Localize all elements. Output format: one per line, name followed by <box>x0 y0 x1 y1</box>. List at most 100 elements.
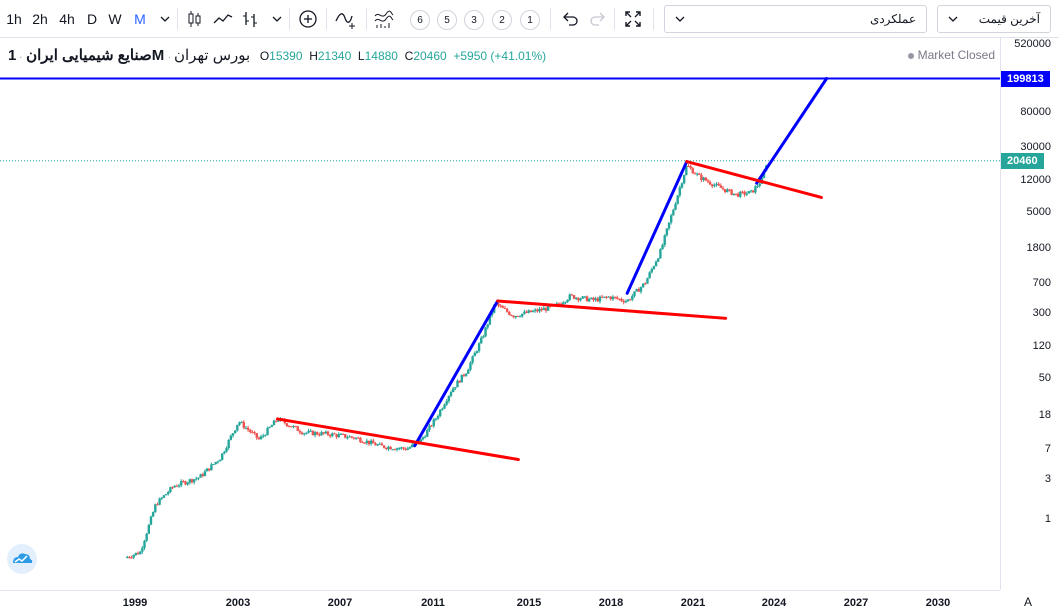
candle-down <box>592 297 595 301</box>
candle-up <box>421 437 425 440</box>
candle-up <box>151 512 155 517</box>
candle-up <box>238 422 241 425</box>
candle-up <box>566 299 569 302</box>
candle-down <box>315 432 319 435</box>
candle-up <box>650 269 653 273</box>
candle-down <box>184 481 187 485</box>
close-value: 20460 <box>413 49 447 63</box>
interval-d[interactable]: D <box>86 11 98 27</box>
candle-down <box>698 173 701 175</box>
price-chart[interactable] <box>0 38 1000 590</box>
candle-up <box>749 190 753 192</box>
interval-4h[interactable]: 4h <box>59 11 75 27</box>
auto-scale-icon[interactable]: A <box>1020 592 1038 610</box>
fullscreen-icon[interactable] <box>622 8 644 30</box>
chevron-down-icon[interactable] <box>154 8 176 30</box>
candle-up <box>674 203 677 210</box>
interval-m[interactable]: M <box>134 11 146 27</box>
candle-up <box>348 436 351 438</box>
interval-w[interactable]: W <box>108 11 122 27</box>
candle-up <box>473 352 476 357</box>
price-type-select[interactable]: آخرین قیمت <box>937 5 1051 33</box>
candle-down <box>613 296 617 298</box>
candle-up <box>669 215 673 223</box>
ohlc-values: O15390 H21340 L14880 C20460 +5950 (+41.0… <box>260 49 546 63</box>
candle-up <box>398 448 401 450</box>
candle-up <box>365 440 369 444</box>
candle-up <box>471 356 474 363</box>
undo-icon[interactable] <box>559 8 581 30</box>
candle-down <box>296 426 299 431</box>
chevron-down-icon <box>948 16 958 22</box>
candle-down <box>249 429 252 433</box>
chevron-down-icon[interactable] <box>266 8 288 30</box>
add-indicator-icon[interactable] <box>297 8 319 30</box>
redo-icon[interactable] <box>587 8 609 30</box>
candle-down <box>251 432 254 434</box>
compare-icon[interactable] <box>335 8 357 30</box>
candle-up <box>521 313 524 317</box>
bubble-2[interactable]: 2 <box>492 10 512 30</box>
candle-up <box>439 409 442 416</box>
candle-up <box>654 261 658 267</box>
price-axis-label: 5000 <box>1026 205 1051 218</box>
symbol-name[interactable]: صنایع شیمیایی ایران <box>26 47 152 64</box>
candle-up <box>581 296 584 299</box>
bars-icon[interactable] <box>240 8 262 30</box>
trendline-price-tag: 199813 <box>1001 70 1050 87</box>
candle-down <box>372 440 375 444</box>
candle-down <box>728 189 731 191</box>
candle-down <box>385 447 388 450</box>
candle-up <box>205 468 209 472</box>
candle-down <box>294 426 297 428</box>
candle-down <box>352 437 356 439</box>
candle-up <box>542 308 546 311</box>
bubble-3[interactable]: 3 <box>464 10 484 30</box>
price-axis-label: 120 <box>1032 340 1051 353</box>
candle-up <box>177 485 181 487</box>
candle-up <box>419 439 422 444</box>
candle-up <box>337 434 340 438</box>
bubble-6[interactable]: 6 <box>410 10 430 30</box>
candle-down <box>300 432 304 435</box>
candle-up <box>546 305 550 311</box>
candle-down <box>628 299 632 301</box>
candles-icon[interactable] <box>183 8 205 30</box>
blue-trendline <box>413 299 500 448</box>
price-axis[interactable]: 520000 199813 80000 3000020460 12000 5000 1800… <box>1000 38 1059 590</box>
candle-down <box>557 303 561 305</box>
candle-up <box>162 495 166 498</box>
candle-up <box>387 446 390 450</box>
candle-down <box>257 437 261 440</box>
candle-up <box>469 362 472 370</box>
tradingview-logo[interactable] <box>7 544 37 574</box>
time-axis[interactable]: 1999 2003 2007 2011 2015 2018 2021 2024 2027 2030 <box>0 590 1000 614</box>
candle-down <box>171 487 174 489</box>
candle-up <box>145 533 148 541</box>
interval-1h[interactable]: 1h <box>6 11 22 27</box>
candle-down <box>501 306 505 308</box>
candle-up <box>259 436 263 440</box>
candle-down <box>700 174 703 181</box>
candle-up <box>309 430 312 432</box>
indicators-icon[interactable] <box>373 8 395 30</box>
interval-2h[interactable]: 2h <box>32 11 48 27</box>
candle-down <box>287 426 291 428</box>
bubble-1[interactable]: 1 <box>520 10 540 30</box>
candle-up <box>715 183 718 185</box>
candle-up <box>447 395 451 402</box>
chart-mode-select[interactable]: عملکردی <box>664 5 927 33</box>
candle-up <box>579 298 582 301</box>
candle-up <box>212 464 215 466</box>
time-axis-label: 2015 <box>516 597 542 609</box>
candle-up <box>141 547 144 552</box>
candle-down <box>644 283 647 285</box>
candle-up <box>164 494 168 496</box>
candle-down <box>350 436 353 438</box>
candle-down <box>274 420 278 422</box>
candle-down <box>242 421 245 428</box>
line-chart-icon[interactable] <box>212 8 234 30</box>
bubble-5[interactable]: 5 <box>437 10 457 30</box>
candle-up <box>626 299 630 302</box>
price-axis-label: 80000 <box>1020 105 1051 118</box>
